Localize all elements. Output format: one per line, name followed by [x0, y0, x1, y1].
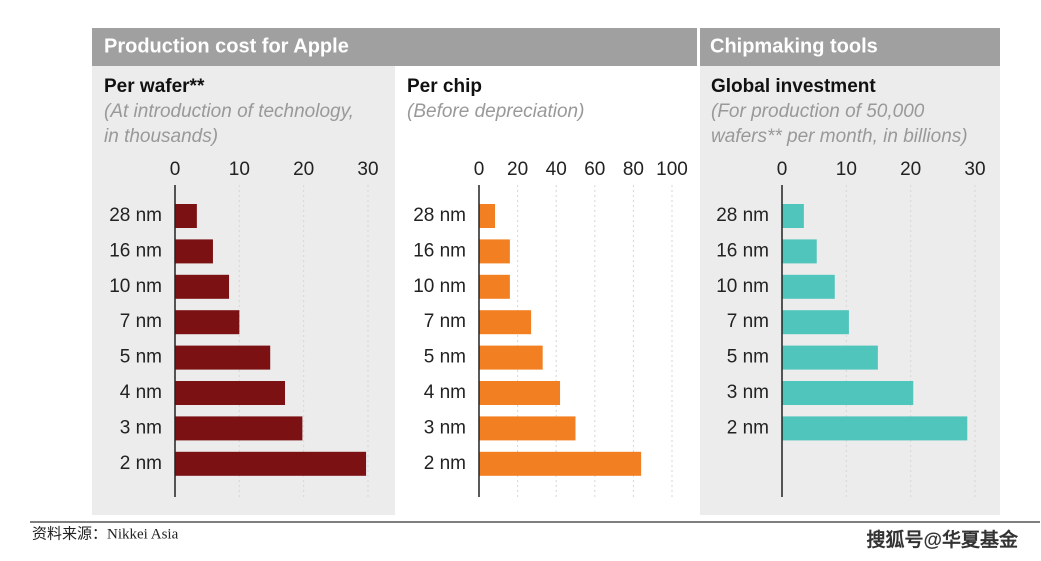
header-band: [700, 28, 1000, 66]
y-tick-label: 4 nm: [424, 382, 466, 403]
y-tick-label: 4 nm: [120, 382, 162, 403]
subtitle: wafers** per month, in billions): [711, 126, 968, 147]
subtitle: in thousands): [104, 126, 218, 147]
y-tick-label: 3 nm: [727, 382, 769, 403]
y-tick-label: 2 nm: [120, 453, 162, 474]
bar: [175, 451, 367, 476]
y-tick-label: 7 nm: [120, 311, 162, 332]
watermark: 搜狐号@华夏基金: [866, 528, 1019, 551]
x-tick-label: 0: [170, 159, 181, 180]
y-tick-label: 16 nm: [109, 240, 162, 261]
bar: [782, 416, 968, 441]
x-tick-label: 20: [900, 159, 921, 180]
bar: [479, 204, 496, 228]
bar: [175, 345, 271, 370]
bar: [175, 381, 286, 405]
y-tick-label: 16 nm: [413, 240, 466, 261]
x-tick-label: 80: [623, 159, 644, 180]
y-tick-label: 5 nm: [727, 347, 769, 368]
bar: [479, 310, 532, 335]
bar: [175, 204, 197, 228]
bar: [479, 381, 561, 405]
subtitle: (For production of 50,000: [711, 101, 925, 122]
y-tick-label: 10 nm: [716, 276, 769, 297]
bar: [782, 381, 914, 405]
subtitle: (Before depreciation): [407, 101, 584, 122]
y-tick-label: 3 nm: [424, 417, 466, 438]
x-tick-label: 20: [507, 159, 528, 180]
bar: [175, 274, 230, 299]
y-tick-label: 3 nm: [120, 417, 162, 438]
y-tick-label: 5 nm: [424, 347, 466, 368]
y-tick-label: 5 nm: [120, 347, 162, 368]
y-tick-label: 16 nm: [716, 240, 769, 261]
bar: [175, 310, 240, 335]
y-tick-label: 10 nm: [109, 276, 162, 297]
chart-title: Per chip: [407, 76, 482, 97]
bar: [479, 345, 543, 370]
x-tick-label: 0: [777, 159, 788, 180]
y-tick-label: 10 nm: [413, 276, 466, 297]
bar: [782, 345, 878, 370]
chart-title: Global investment: [711, 76, 876, 97]
y-tick-label: 2 nm: [727, 417, 769, 438]
x-tick-label: 10: [229, 159, 250, 180]
y-tick-label: 7 nm: [727, 311, 769, 332]
bar: [175, 416, 303, 441]
x-tick-label: 60: [584, 159, 605, 180]
bar: [479, 239, 510, 264]
bar: [782, 274, 835, 299]
source: 资料来源：Nikkei Asia: [32, 525, 179, 542]
y-tick-label: 28 nm: [109, 205, 162, 226]
x-tick-label: 100: [656, 159, 688, 180]
bar: [175, 239, 213, 264]
x-tick-label: 30: [964, 159, 985, 180]
x-tick-label: 30: [357, 159, 378, 180]
x-tick-label: 0: [474, 159, 485, 180]
bar: [782, 204, 804, 228]
bar: [782, 239, 817, 264]
header-band: [92, 28, 697, 66]
x-tick-label: 10: [836, 159, 857, 180]
bar: [782, 310, 849, 335]
x-tick-label: 20: [293, 159, 314, 180]
y-tick-label: 2 nm: [424, 453, 466, 474]
y-tick-label: 28 nm: [716, 205, 769, 226]
bar: [479, 416, 576, 441]
chart-title: Per wafer**: [104, 76, 205, 97]
bar: [479, 451, 642, 476]
header: Chipmaking tools: [710, 35, 878, 57]
header: Production cost for Apple: [104, 35, 349, 57]
x-tick-label: 40: [546, 159, 567, 180]
y-tick-label: 7 nm: [424, 311, 466, 332]
bar: [479, 274, 510, 299]
subtitle: (At introduction of technology,: [104, 101, 354, 122]
y-tick-label: 28 nm: [413, 205, 466, 226]
